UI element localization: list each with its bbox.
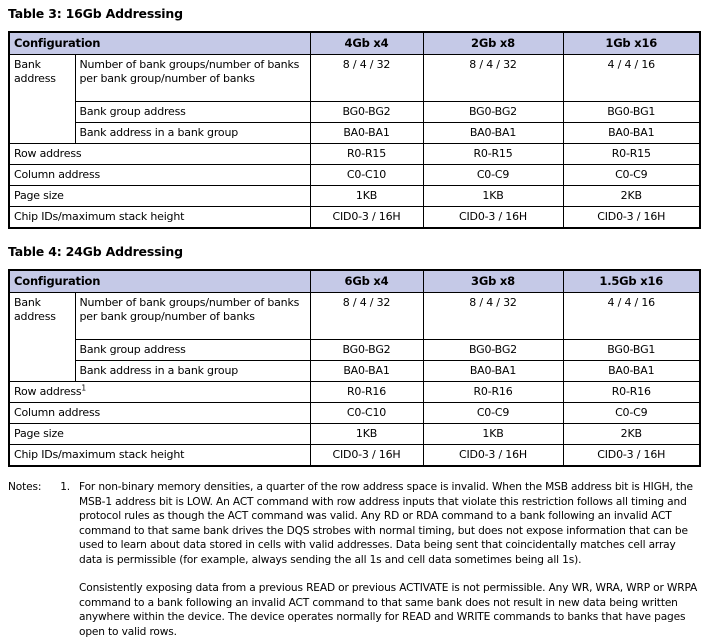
table-row: Page size 1KB 1KB 2KB <box>8 423 701 445</box>
table-row: Bank address Number of bank groups/numbe… <box>8 292 701 382</box>
cell-value: CID0-3 / 16H <box>309 444 424 467</box>
table-header-row: Configuration 6Gb x4 3Gb x8 1.5Gb x16 <box>8 269 701 293</box>
row-label-text: Row address <box>14 385 82 398</box>
cell-value: BA0-BA1 <box>422 122 564 144</box>
cell-value: CID0-3 / 16H <box>562 444 701 467</box>
cell-value: BA0-BA1 <box>309 360 424 382</box>
row-label: Row address <box>8 143 311 165</box>
cell-value: R0-R16 <box>422 381 564 403</box>
cell-value: 8 / 4 / 32 <box>309 54 424 102</box>
table-row: Page size 1KB 1KB 2KB <box>8 185 701 207</box>
column-header-6gb-x4: 6Gb x4 <box>309 269 424 293</box>
cell-value: BG0-BG2 <box>422 339 564 361</box>
row-label: Number of bank groups/number of banks pe… <box>74 292 311 340</box>
cell-value: BA0-BA1 <box>562 360 701 382</box>
cell-value: R0-R15 <box>309 143 424 165</box>
cell-value: BG0-BG2 <box>422 101 564 123</box>
table-row: Bank address in a bank group BA0-BA1 BA0… <box>9 360 701 382</box>
bank-address-group-label: Bank address <box>8 54 76 144</box>
notes-section: Notes: 1. For non-binary memory densitie… <box>8 480 700 643</box>
note-paragraph: Consistently exposing data from a previo… <box>79 582 698 638</box>
row-label: Bank address in a bank group <box>74 360 311 382</box>
notes-label-text: Notes: <box>8 481 42 493</box>
cell-value: 4 / 4 / 16 <box>562 54 701 102</box>
row-label: Bank address in a bank group <box>74 122 311 144</box>
cell-value: 2KB <box>562 185 701 207</box>
table3-title: Table 3: 16Gb Addressing <box>8 6 183 21</box>
cell-value: 1KB <box>422 423 564 445</box>
table-header-row: Configuration 4Gb x4 2Gb x8 1Gb x16 <box>8 31 701 55</box>
row-label: Row address1 <box>8 381 311 403</box>
row-label: Bank group address <box>74 101 311 123</box>
notes-body: For non-binary memory densities, a quart… <box>79 480 700 643</box>
cell-value: R0-R15 <box>422 143 564 165</box>
cell-value: 8 / 4 / 32 <box>422 54 564 102</box>
table-row: Column address C0-C10 C0-C9 C0-C9 <box>8 402 701 424</box>
row-label: Page size <box>8 423 311 445</box>
cell-value: CID0-3 / 16H <box>309 206 424 229</box>
column-header-configuration: Configuration <box>8 269 311 293</box>
cell-value: 4 / 4 / 16 <box>562 292 701 340</box>
bank-address-group-label: Bank address <box>8 292 76 382</box>
table-row: Bank group address BG0-BG2 BG0-BG2 BG0-B… <box>9 339 701 361</box>
table-row: Row address R0-R15 R0-R15 R0-R15 <box>8 143 701 165</box>
table4-title: Table 4: 24Gb Addressing <box>8 244 183 259</box>
cell-value: BG0-BG2 <box>309 339 424 361</box>
cell-value: C0-C9 <box>562 164 701 186</box>
cell-value: C0-C10 <box>309 402 424 424</box>
addressing-table-16gb: Configuration 4Gb x4 2Gb x8 1Gb x16 Bank… <box>8 31 701 229</box>
column-header-3gb-x8: 3Gb x8 <box>422 269 564 293</box>
cell-value: R0-R15 <box>562 143 701 165</box>
column-header-1-5gb-x16: 1.5Gb x16 <box>562 269 701 293</box>
cell-value: C0-C9 <box>422 164 564 186</box>
cell-value: C0-C10 <box>309 164 424 186</box>
cell-value: C0-C9 <box>422 402 564 424</box>
table-row: Chip IDs/maximum stack height CID0-3 / 1… <box>8 206 701 229</box>
row-label: Number of bank groups/number of banks pe… <box>74 54 311 102</box>
cell-value: C0-C9 <box>562 402 701 424</box>
row-label: Page size <box>8 185 311 207</box>
note-number: 1. <box>60 481 70 493</box>
cell-value: 8 / 4 / 32 <box>422 292 564 340</box>
table-row: Bank address Number of bank groups/numbe… <box>8 54 701 144</box>
cell-value: CID0-3 / 16H <box>422 444 564 467</box>
note-paragraph: For non-binary memory densities, a quart… <box>79 481 693 566</box>
column-header-configuration: Configuration <box>8 31 311 55</box>
cell-value: 2KB <box>562 423 701 445</box>
cell-value: R0-R16 <box>309 381 424 403</box>
column-header-4gb-x4: 4Gb x4 <box>309 31 424 55</box>
cell-value: CID0-3 / 16H <box>422 206 564 229</box>
table-row: Bank group address BG0-BG2 BG0-BG2 BG0-B… <box>9 101 701 123</box>
table-row: Chip IDs/maximum stack height CID0-3 / 1… <box>8 444 701 467</box>
cell-value: BA0-BA1 <box>422 360 564 382</box>
row-label: Chip IDs/maximum stack height <box>8 444 311 467</box>
cell-value: 1KB <box>309 423 424 445</box>
cell-value: 8 / 4 / 32 <box>309 292 424 340</box>
table-row: Column address C0-C10 C0-C9 C0-C9 <box>8 164 701 186</box>
cell-value: CID0-3 / 16H <box>562 206 701 229</box>
column-header-2gb-x8: 2Gb x8 <box>422 31 564 55</box>
cell-value: BG0-BG1 <box>562 339 701 361</box>
cell-value: BG0-BG1 <box>562 101 701 123</box>
cell-value: BA0-BA1 <box>309 122 424 144</box>
row-label: Column address <box>8 402 311 424</box>
addressing-table-24gb: Configuration 6Gb x4 3Gb x8 1.5Gb x16 Ba… <box>8 269 701 467</box>
notes-label: Notes: 1. <box>8 480 79 643</box>
note-reference-superscript: 1 <box>81 383 87 393</box>
cell-value: 1KB <box>309 185 424 207</box>
column-header-1gb-x16: 1Gb x16 <box>562 31 701 55</box>
table-row: Bank address in a bank group BA0-BA1 BA0… <box>9 122 701 144</box>
row-label: Column address <box>8 164 311 186</box>
cell-value: 1KB <box>422 185 564 207</box>
table-row: Row address1 R0-R16 R0-R16 R0-R16 <box>8 381 701 403</box>
cell-value: BA0-BA1 <box>562 122 701 144</box>
cell-value: BG0-BG2 <box>309 101 424 123</box>
row-label: Chip IDs/maximum stack height <box>8 206 311 229</box>
row-label: Bank group address <box>74 339 311 361</box>
cell-value: R0-R16 <box>562 381 701 403</box>
